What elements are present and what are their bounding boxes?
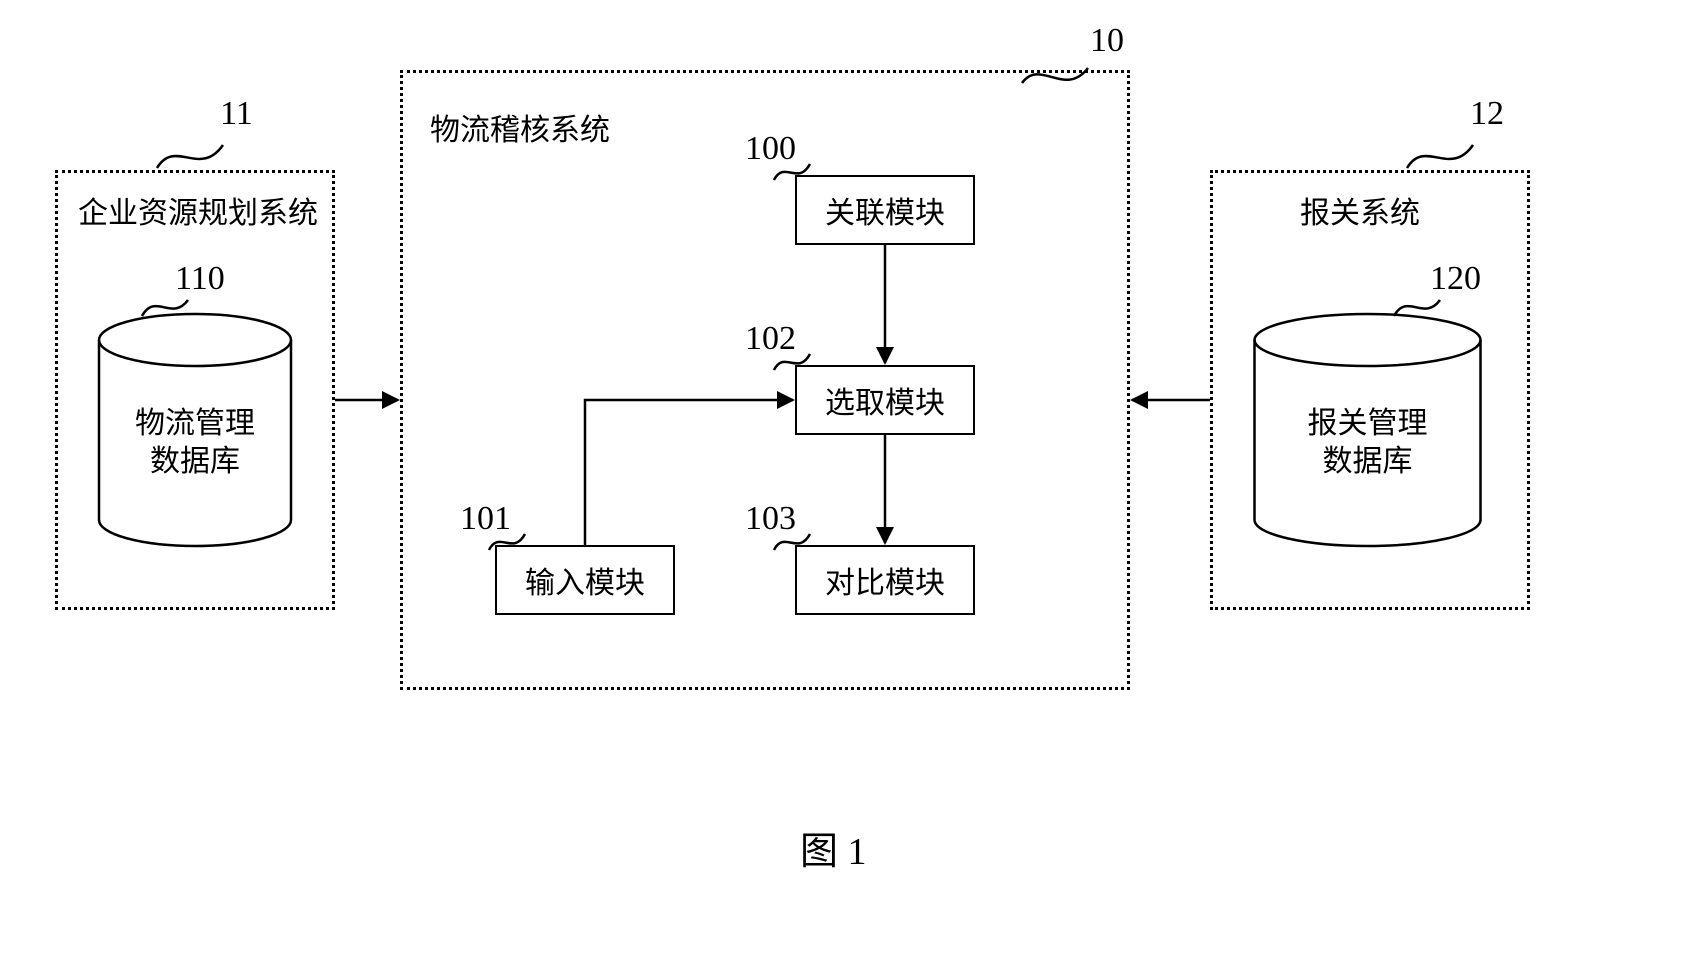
squiggle-103 xyxy=(772,528,812,553)
squiggle-100 xyxy=(772,158,812,183)
squiggle-12 xyxy=(1405,133,1475,173)
squiggle-102 xyxy=(772,348,812,373)
ref-11: 11 xyxy=(220,95,253,133)
ref-10: 10 xyxy=(1090,22,1124,60)
squiggle-11 xyxy=(155,133,225,173)
ref-12: 12 xyxy=(1470,95,1504,133)
diagram-canvas: 企业资源规划系统 物流稽核系统 报关系统 物流管理 数据库 报关管理 数据库 xyxy=(0,0,1694,953)
squiggle-110 xyxy=(140,290,190,320)
figure-caption: 图 1 xyxy=(800,820,867,875)
squiggle-10 xyxy=(1020,58,1090,88)
squiggle-101 xyxy=(487,528,527,553)
squiggle-120 xyxy=(1392,290,1442,320)
